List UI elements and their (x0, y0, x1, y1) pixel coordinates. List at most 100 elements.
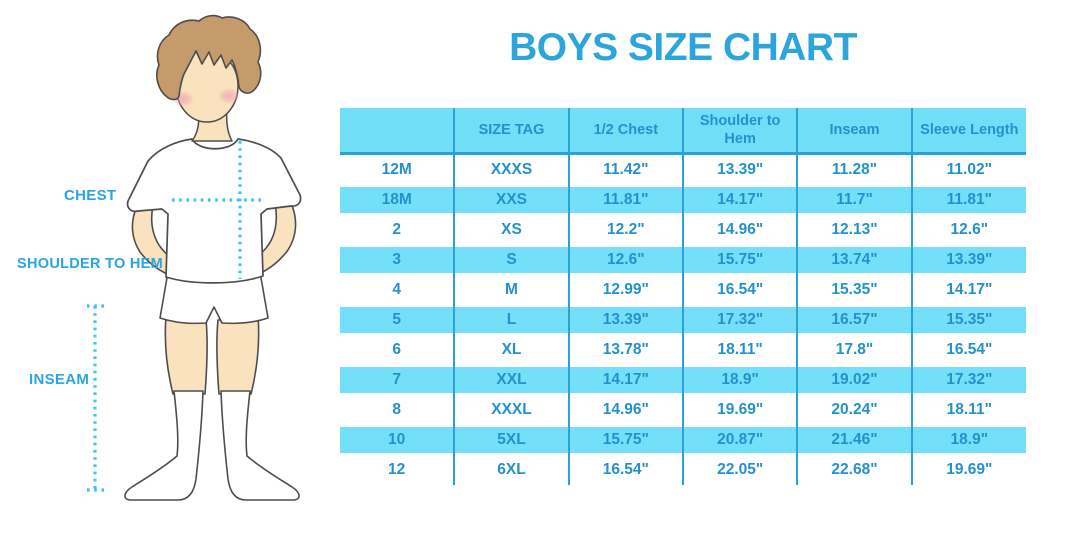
table-cell: L (453, 305, 569, 335)
table-cell: 21.46" (796, 425, 912, 455)
table-row: 12M XXXS 11.42" 13.39" 11.28" 11.02" (340, 153, 1026, 185)
size-cell: 4 (392, 281, 401, 298)
shorts (159, 271, 269, 325)
table-cell: 11.81" (567, 185, 683, 215)
table-cell: 13.39" (681, 153, 798, 185)
table-cell: 15.35" (910, 305, 1026, 335)
table-row: 5 L 13.39" 17.32" 16.57" 15.35" (340, 305, 1026, 335)
table-cell: 16.54" (910, 335, 1026, 365)
size-cell: 18M (340, 185, 455, 215)
table-cell: 17.32" (681, 305, 798, 335)
size-cell: 5 (340, 305, 455, 335)
table-cell: 12.2" (567, 215, 683, 245)
size-cell: 2 (392, 221, 401, 238)
table-cell: 12.6" (910, 215, 1026, 245)
t-shirt (126, 138, 302, 284)
measurement-lines (87, 141, 261, 492)
header-cell-shoulder-hem: Shoulder to Hem (681, 108, 798, 155)
table-cell: 14.17" (910, 275, 1026, 305)
table-cell: 18.11" (910, 395, 1026, 425)
table-cell: 16.57" (796, 305, 912, 335)
size-cell: 10 (340, 425, 455, 455)
table-row: 8 XXXL 14.96" 19.69" 20.24" 18.11" (340, 395, 1026, 425)
table-cell: 13.39" (567, 305, 683, 335)
table-row: 4 M 12.99" 16.54" 15.35" 14.17" (340, 275, 1026, 305)
table-row: 12 6XL 16.54" 22.05" 22.68" 19.69" (340, 455, 1026, 485)
table-cell: 11.7" (796, 185, 912, 215)
table-cell: S (453, 245, 569, 275)
table-cell: XXXS (453, 153, 569, 185)
table-cell: 14.96" (681, 215, 798, 245)
size-cell: 3 (340, 245, 455, 275)
table-cell: 18.11" (681, 335, 798, 365)
table-cell: 18.9" (681, 365, 798, 395)
size-cell: 12 (388, 461, 406, 478)
legs (164, 315, 260, 395)
table-cell: XXXL (453, 395, 569, 425)
socks (124, 390, 300, 501)
size-table-body: 12M XXXS 11.42" 13.39" 11.28" 11.02" 18M XXS 11.… (340, 153, 1026, 485)
table-cell: 19.02" (796, 365, 912, 395)
header-cell-inseam: Inseam (796, 108, 912, 155)
inseam-label: INSEAM (29, 371, 90, 388)
table-cell: 18.9" (910, 425, 1026, 455)
table-cell: XXL (453, 365, 569, 395)
shoulder-to-hem-label: SHOULDER TO HEM (17, 256, 164, 272)
table-cell: 5XL (453, 425, 569, 455)
table-cell: 17.8" (796, 335, 912, 365)
table-cell: M (453, 275, 569, 305)
size-cell: 12M (381, 161, 412, 178)
table-cell: 11.81" (910, 185, 1026, 215)
table-cell: 12.99" (567, 275, 683, 305)
table-cell: 16.54" (567, 455, 683, 485)
table-row: 2 XS 12.2" 14.96" 12.13" 12.6" (340, 215, 1026, 245)
header-row: SIZE TAG 1/2 Chest Shoulder to Hem Insea… (340, 108, 1026, 155)
table-row: 3 S 12.6" 15.75" 13.74" 13.39" (340, 245, 1026, 275)
header-cell-size-tag: SIZE TAG (453, 108, 569, 155)
table-row: 18M XXS 11.81" 14.17" 11.7" 11.81" (340, 185, 1026, 215)
table-cell: XL (453, 335, 569, 365)
table-cell: 19.69" (910, 455, 1026, 485)
page-title: BOYS SIZE CHART (509, 26, 857, 69)
table-cell: 11.28" (796, 153, 912, 185)
header-cell-sleeve-length: Sleeve Length (910, 108, 1026, 155)
table-row: 10 5XL 15.75" 20.87" 21.46" 18.9" (340, 425, 1026, 455)
table-cell: 13.74" (796, 245, 912, 275)
table-cell: XS (453, 215, 569, 245)
table-cell: 6XL (453, 455, 569, 485)
table-cell: 15.75" (681, 245, 798, 275)
table-cell: 13.78" (567, 335, 683, 365)
table-cell: 11.42" (567, 153, 683, 185)
table-cell: 22.68" (796, 455, 912, 485)
table-cell: 16.54" (681, 275, 798, 305)
table-cell: 14.17" (681, 185, 798, 215)
table-cell: 12.6" (567, 245, 683, 275)
chest-label: CHEST (64, 187, 117, 204)
table-cell: 11.02" (910, 153, 1026, 185)
table-cell: 15.75" (567, 425, 683, 455)
size-table-header: SIZE TAG 1/2 Chest Shoulder to Hem Insea… (340, 108, 1026, 155)
table-row: 6 XL 13.78" 18.11" 17.8" 16.54" (340, 335, 1026, 365)
table-cell: 20.87" (681, 425, 798, 455)
size-cell: 8 (392, 401, 401, 418)
table-cell: XXS (453, 185, 569, 215)
table-cell: 22.05" (681, 455, 798, 485)
table-cell: 15.35" (796, 275, 912, 305)
table-cell: 20.24" (796, 395, 912, 425)
header-cell-size (340, 108, 455, 155)
header-cell-half-chest: 1/2 Chest (567, 108, 683, 155)
size-table: SIZE TAG 1/2 Chest Shoulder to Hem Insea… (340, 108, 1026, 485)
table-cell: 17.32" (910, 365, 1026, 395)
table-cell: 12.13" (796, 215, 912, 245)
boy-illustration (87, 14, 302, 501)
size-cell: 6 (392, 341, 401, 358)
table-cell: 13.39" (910, 245, 1026, 275)
table-cell: 14.17" (567, 365, 683, 395)
table-row: 7 XXL 14.17" 18.9" 19.02" 17.32" (340, 365, 1026, 395)
table-cell: 14.96" (567, 395, 683, 425)
size-cell: 7 (340, 365, 455, 395)
hair (156, 14, 262, 101)
measurement-diagram: CHEST SHOULDER TO HEM INSEAM (0, 0, 340, 545)
table-cell: 19.69" (681, 395, 798, 425)
